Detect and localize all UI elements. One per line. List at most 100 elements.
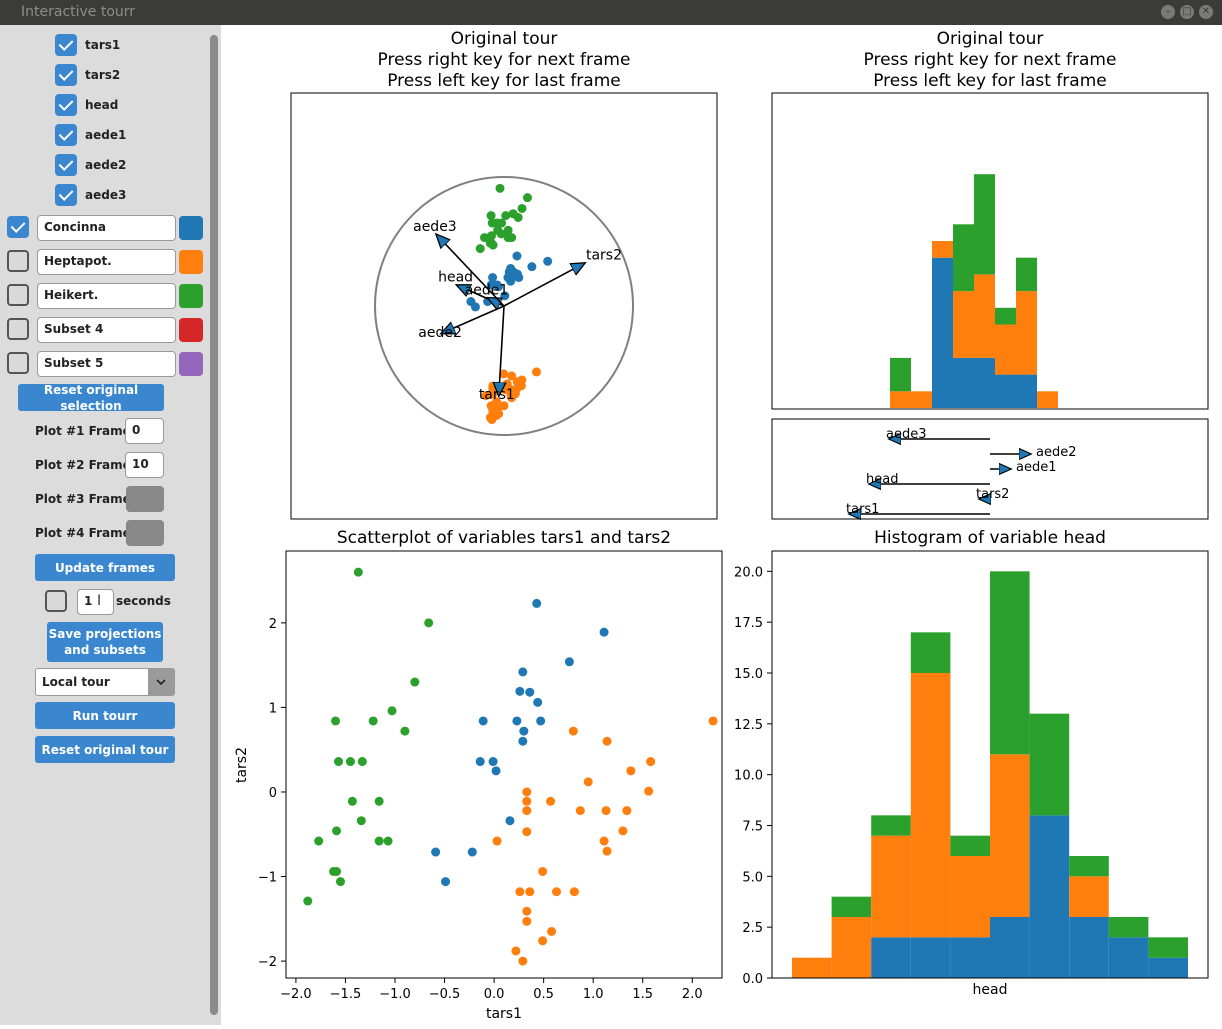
frame-input-2[interactable]: 10 [125,452,164,478]
scatter-point [575,806,585,816]
scatter-point [525,887,535,897]
chevron-down-icon[interactable] [148,669,174,695]
subset-name-input-1[interactable]: Concinna [37,215,176,241]
close-icon[interactable]: ✕ [1199,5,1213,19]
scatter-point [314,836,324,846]
histogram-ytick-label: 7.5 [742,820,763,835]
scatter-point [522,796,532,806]
tour2-title-line1: Original tour [937,29,1044,49]
run-tourr-button[interactable]: Run tourr [35,702,175,729]
maximize-icon[interactable]: □ [1180,5,1194,19]
subset-color-5[interactable] [179,352,203,376]
subset-name-input-4[interactable]: Subset 4 [37,317,176,343]
scatter-point [552,887,562,897]
scatter-point [478,716,488,726]
tour1-point [503,225,513,235]
tour1-axis-label: tars2 [586,247,622,263]
tour2-hist-bar [890,357,911,392]
scatter-point [522,827,532,837]
subset-name-input-3[interactable]: Heikert. [37,283,176,309]
subset-color-1[interactable] [179,216,203,240]
tour-type-select[interactable]: Local tour [35,668,175,696]
histogram-frame [771,550,1209,979]
subset-color-2[interactable] [179,250,203,274]
scatter-point [626,766,636,776]
save-projections-button[interactable]: Save projections and subsets [47,622,163,662]
reset-selection-button[interactable]: Reset original selection [18,383,164,413]
histogram-ytick-label: 15.0 [734,667,763,682]
scatter-point [383,836,393,846]
tour1-point [480,233,490,243]
tour1-frame [290,92,718,520]
scatter-point [374,836,384,846]
subset-checkbox-1[interactable] [7,216,29,238]
histogram-bar [990,571,1030,755]
histogram-bar [1069,917,1109,978]
scatter-point [538,866,548,876]
scatter-point [522,916,532,926]
scatter-point [353,567,363,577]
histogram-bar [871,835,911,938]
tour1-point [501,211,511,221]
frame-label-3: Plot #3 Frame [35,492,131,506]
subset-checkbox-2[interactable] [7,250,29,272]
tour1-point [507,233,517,243]
tour1-point [543,256,553,266]
tour1-point [486,231,496,241]
auto-play-checkbox[interactable] [45,590,67,612]
update-frames-button[interactable]: Update frames [35,554,175,581]
tour2-axis-label: tars2 [976,487,1009,502]
tour1-point [488,273,498,283]
histogram-ticks: 0.0 2.5 5.0 7.5 10.0 12.5 15.0 17.5 20.0 [734,565,772,987]
subset-checkbox-3[interactable] [7,284,29,306]
tour2-title-line2: Press right key for next frame [864,50,1117,70]
variable-label: aede1 [85,128,127,142]
tour1-point [493,282,503,292]
scatter-point [511,946,521,956]
scatter-point [564,657,574,667]
checkbox-head[interactable] [55,94,77,116]
seconds-label: seconds [116,594,171,608]
frame-input-1[interactable]: 0 [125,418,164,444]
scatter-point [488,757,498,767]
tour2-title-line3: Press left key for last frame [873,71,1107,91]
scatter-point [601,806,611,816]
seconds-input[interactable]: 1 [77,589,114,615]
subset-checkbox-5[interactable] [7,352,29,374]
checkbox-tars2[interactable] [55,64,77,86]
histogram-bar [792,957,832,978]
checkbox-aede1[interactable] [55,124,77,146]
subset-checkbox-4[interactable] [7,318,29,340]
tour1-title-line3: Press left key for last frame [387,71,621,91]
scatter-point [374,796,384,806]
subset-color-3[interactable] [179,284,203,308]
subset-color-4[interactable] [179,318,203,342]
tour1-axis-label: tars1 [479,387,515,403]
tour2-hist-bar [953,224,974,292]
variable-label: head [85,98,119,112]
histogram-bar [1069,856,1109,877]
subset-name-input-5[interactable]: Subset 5 [37,351,176,377]
minimize-icon[interactable]: – [1161,5,1175,19]
scatter-point [387,706,397,716]
tour1-point [497,218,507,228]
checkbox-aede3[interactable] [55,184,77,206]
scatter-point [515,887,525,897]
tour2-hist-bar [911,391,932,408]
tour2-hist-bar [1016,257,1037,292]
tour1-axis-arrow [503,263,584,307]
tour1-unit-circle [374,176,634,436]
subset-name-input-2[interactable]: Heptapot. [37,249,176,275]
tour1-point [499,369,509,379]
tour1-axis-arrow [437,235,505,307]
checkbox-aede2[interactable] [55,154,77,176]
sidebar-scrollbar[interactable] [210,35,218,1015]
tour1-point [475,244,485,254]
window-title: Interactive tourr [21,4,136,20]
tour2-hist-bar [995,307,1016,325]
scatter-xtick-label: −0.5 [429,987,461,1002]
checkbox-tars1[interactable] [55,34,77,56]
tour2-hist-bar [974,174,995,275]
reset-tour-button[interactable]: Reset original tour [35,736,175,763]
histogram-bar [990,754,1030,917]
